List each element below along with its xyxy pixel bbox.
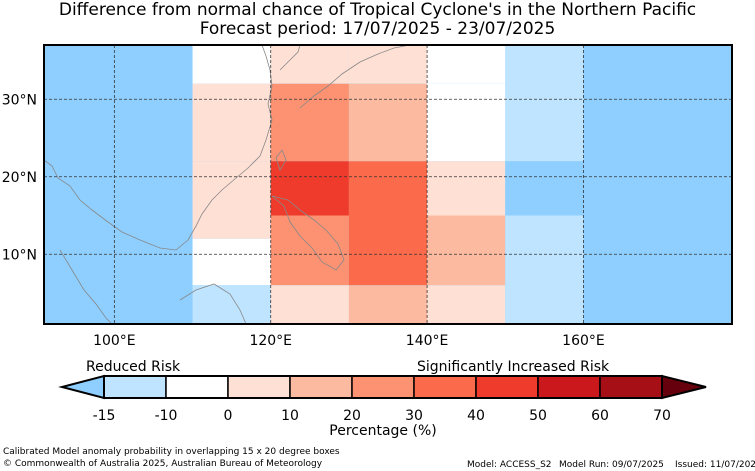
- footer-copyright: © Commonwealth of Australia 2025, Austra…: [3, 459, 323, 469]
- coastline-philippines: [271, 195, 345, 271]
- longitude-tick-label: 120°E: [249, 333, 292, 349]
- colorbar-bins: [103, 375, 663, 399]
- colorbar-bin: [103, 375, 167, 399]
- risk-cell: [348, 285, 428, 324]
- latitude-labels: 30°N 20°N 10°N: [2, 92, 37, 263]
- latitude-tick-label: 10°N: [2, 247, 37, 263]
- longitude-tick-label: 140°E: [406, 333, 449, 349]
- risk-cell: [270, 285, 349, 324]
- colorbar-frame: [103, 375, 663, 399]
- risk-cell: [505, 215, 584, 324]
- colorbar-bin: [227, 375, 291, 399]
- colorbar-tick-label: 50: [529, 408, 547, 424]
- longitude-tick-label: 100°E: [93, 333, 136, 349]
- risk-cell: [427, 161, 506, 216]
- reduced-risk-label: Reduced Risk: [86, 359, 181, 375]
- risk-cell: [505, 161, 584, 216]
- latitude-tick-label: 20°N: [2, 170, 37, 186]
- risk-cell: [427, 215, 506, 286]
- risk-cell: [270, 215, 349, 286]
- coastline-china: [43, 44, 273, 251]
- risk-cell: [427, 45, 506, 84]
- longitude-labels: 100°E 120°E 140°E 160°E: [93, 333, 605, 349]
- risk-cell: [192, 83, 271, 162]
- graticule-lines: [44, 45, 732, 324]
- map-panel: 100°E 120°E 140°E 160°E 30°N 20°N 10°N: [2, 44, 733, 349]
- coastline-japan: [299, 44, 411, 109]
- risk-cell: [427, 83, 506, 162]
- risk-cell: [348, 83, 428, 162]
- colorbar: Reduced Risk Significantly Increased Ris…: [58, 359, 707, 439]
- colorbar-bin: [289, 375, 353, 399]
- risk-cell: [348, 45, 428, 84]
- increased-risk-label: Significantly Increased Risk: [417, 359, 610, 375]
- risk-cell: [270, 122, 349, 162]
- footer-description: Calibrated Model anomaly probability in …: [3, 447, 340, 457]
- colorbar-bin: [537, 375, 601, 399]
- colorbar-tick-label: 10: [281, 408, 299, 424]
- risk-cell: [192, 161, 271, 239]
- footer-model-run: Model Run: 09/07/2025: [559, 460, 664, 470]
- colorbar-tick-label: 30: [405, 408, 423, 424]
- coastline-korea: [279, 44, 301, 71]
- risk-cell: [192, 285, 271, 324]
- risk-cell: [505, 45, 584, 162]
- colorbar-under-arrow: [58, 374, 105, 400]
- coastline-indochina: [59, 249, 113, 325]
- map-frame: [43, 44, 733, 325]
- risk-cell: [427, 285, 506, 324]
- colorbar-bin: [351, 375, 415, 399]
- risk-cell: [192, 238, 271, 286]
- colorbar-bin: [165, 375, 229, 399]
- colorbar-over-arrow: [661, 374, 707, 400]
- map-title: Difference from normal chance of Tropica…: [58, 0, 697, 20]
- coastline-borneo: [179, 283, 247, 325]
- forecast-period-subtitle: Forecast period: 17/07/2025 - 23/07/2025: [199, 19, 556, 39]
- colorbar-tick-label: 0: [224, 408, 233, 424]
- risk-cell: [270, 45, 349, 84]
- risk-cell: [192, 45, 271, 84]
- latitude-tick-label: 30°N: [2, 92, 37, 108]
- risk-grid-cells: [192, 45, 584, 324]
- colorbar-tick-label: -15: [93, 408, 116, 424]
- colorbar-bin: [413, 375, 477, 399]
- risk-cell: [348, 161, 428, 286]
- footer-issued: Issued: 11/07/2025: [675, 460, 755, 470]
- colorbar-tick-label: 60: [591, 408, 609, 424]
- colorbar-tick-label: -10: [155, 408, 178, 424]
- risk-cell: [270, 83, 349, 123]
- colorbar-tick-label: 40: [467, 408, 485, 424]
- risk-cell: [270, 161, 349, 216]
- colorbar-axis-title: Percentage (%): [329, 423, 436, 439]
- colorbar-bin: [475, 375, 539, 399]
- colorbar-bin: [599, 375, 663, 399]
- colorbar-tick-label: 70: [653, 408, 671, 424]
- longitude-tick-label: 160°E: [562, 333, 605, 349]
- coastline-taiwan: [275, 149, 287, 171]
- coastline-outlines: [43, 44, 411, 325]
- colorbar-tick-label: 20: [343, 408, 361, 424]
- footer-model: Model: ACCESS_S2: [467, 460, 552, 470]
- colorbar-tick-labels: -15 -10 0 10 20 30 40 50 60 70: [93, 408, 671, 424]
